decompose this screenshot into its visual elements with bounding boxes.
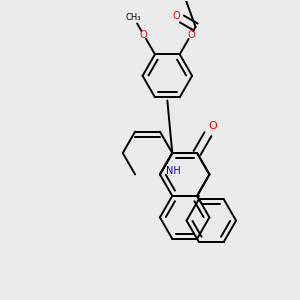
Text: O: O [140,30,147,40]
Text: O: O [187,30,195,40]
Text: O: O [208,122,217,131]
Text: CH₃: CH₃ [126,13,141,22]
Text: O: O [173,11,181,21]
Text: NH: NH [167,166,181,176]
